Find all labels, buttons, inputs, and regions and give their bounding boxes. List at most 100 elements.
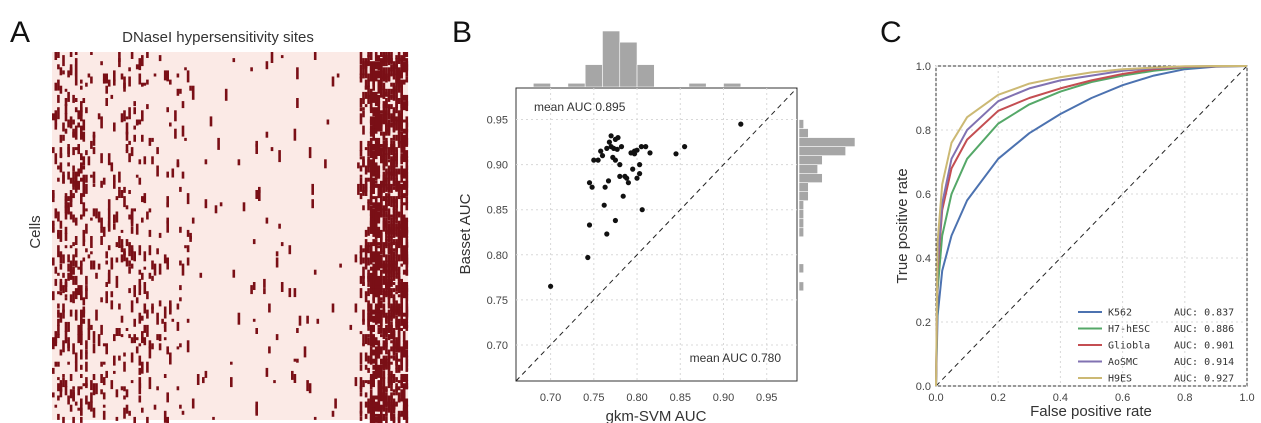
heatmap-cell [148,245,152,256]
y-histogram-bar [798,200,804,211]
heatmap-cell [397,285,401,294]
roc-curves [935,65,1248,387]
heatmap-cell [128,266,131,274]
heatmap-cell [296,358,299,363]
heatmap-cell [397,82,401,93]
heatmap-cell [387,232,391,238]
heatmap-cell [128,107,131,120]
panel-b: B 0.70 0.75 0.80 0.85 0.90 0.950.700.750.800.… [452,16,856,423]
heatmap-cell [400,73,403,79]
heatmap-cell [69,275,73,280]
heatmap-cell [405,355,409,362]
heatmap-cell [166,392,169,403]
heatmap-title: DNaseI hypersensitivity sites [122,29,314,46]
heatmap-cell [57,177,60,182]
heatmap-cell [380,202,383,213]
heatmap-cell [387,147,391,160]
heatmap-cell [120,113,124,123]
heatmap-cell [67,91,70,102]
heatmap-cell [400,144,403,149]
heatmap-cell [369,107,373,112]
heatmap-cell [308,383,312,394]
heatmap-cell [392,208,396,213]
heatmap-cell [359,156,363,160]
heatmap-cell [385,343,388,355]
heatmap-cell [102,377,106,386]
scatter-point [615,135,621,141]
heatmap-cell [392,232,396,238]
roc-ytick-label: 0.6 [916,189,931,201]
heatmap-cell [395,389,398,396]
heatmap-cell [364,165,368,175]
heatmap-cell [387,285,391,290]
heatmap-cell [402,254,406,261]
heatmap-cell [400,110,403,115]
heatmap-cell [54,337,58,347]
heatmap-cell [367,355,370,364]
heatmap-cell [374,242,378,246]
heatmap-cell [385,76,388,83]
heatmap-cell [364,239,368,252]
heatmap-cell [380,269,383,281]
heatmap-cell [298,315,302,326]
heatmap-cell [395,346,398,350]
heatmap-cell [367,404,370,413]
heatmap-cell [74,107,78,113]
heatmap-cell [374,137,378,142]
heatmap-cell [385,282,388,287]
heatmap-cell [242,202,246,212]
heatmap-cell [59,349,63,356]
y-histogram-bar [798,209,804,220]
heatmap-cell [395,67,398,74]
heatmap-cell [258,186,261,193]
heatmap-cell [400,282,403,290]
heatmap-cell [380,297,383,301]
heatmap-cell [397,183,401,189]
heatmap-cell [385,180,388,186]
heatmap-cell [400,318,403,322]
heatmap-cell [74,352,78,363]
heatmap-cell [392,85,396,92]
heatmap-cell [374,312,378,322]
heatmap-cell [179,404,182,409]
heatmap-cell [385,232,388,240]
heatmap-cell [54,125,58,130]
heatmap-cell [59,67,63,76]
heatmap-cell [166,70,169,82]
heatmap-cell [385,389,388,393]
heatmap-cell [372,79,375,84]
heatmap-cell [387,291,391,296]
heatmap-cell [275,251,279,257]
y-histogram-bar [798,128,809,138]
heatmap-cell [364,61,368,69]
x-histogram-bar [723,82,742,88]
heatmap-cell [125,131,129,141]
heatmap-cell [82,211,86,217]
heatmap-cell [179,297,182,302]
heatmap-cell [395,159,398,168]
heatmap-cell [369,125,373,130]
heatmap-cell [85,82,88,87]
heatmap-cell [123,76,126,89]
heatmap-cell [90,324,93,330]
heatmap-cell [402,229,406,233]
heatmap-cell [402,128,406,134]
scatter-point [604,231,610,237]
heatmap-cell [395,309,398,314]
heatmap-cell [387,367,391,375]
heatmap-cell [382,343,386,349]
heatmap-cell [153,404,157,410]
heatmap-cell [380,119,383,132]
heatmap-cell [390,278,393,284]
heatmap-cell [135,297,139,304]
heatmap-cell [369,171,373,184]
heatmap-cell [67,337,70,349]
heatmap-cell [374,214,378,223]
heatmap-cell [372,144,375,150]
heatmap-cell [397,386,401,391]
heatmap-cell [54,82,58,91]
heatmap-cell [402,321,406,326]
heatmap-cell [362,190,365,193]
heatmap-cell [252,282,256,290]
heatmap-cell [133,125,136,130]
